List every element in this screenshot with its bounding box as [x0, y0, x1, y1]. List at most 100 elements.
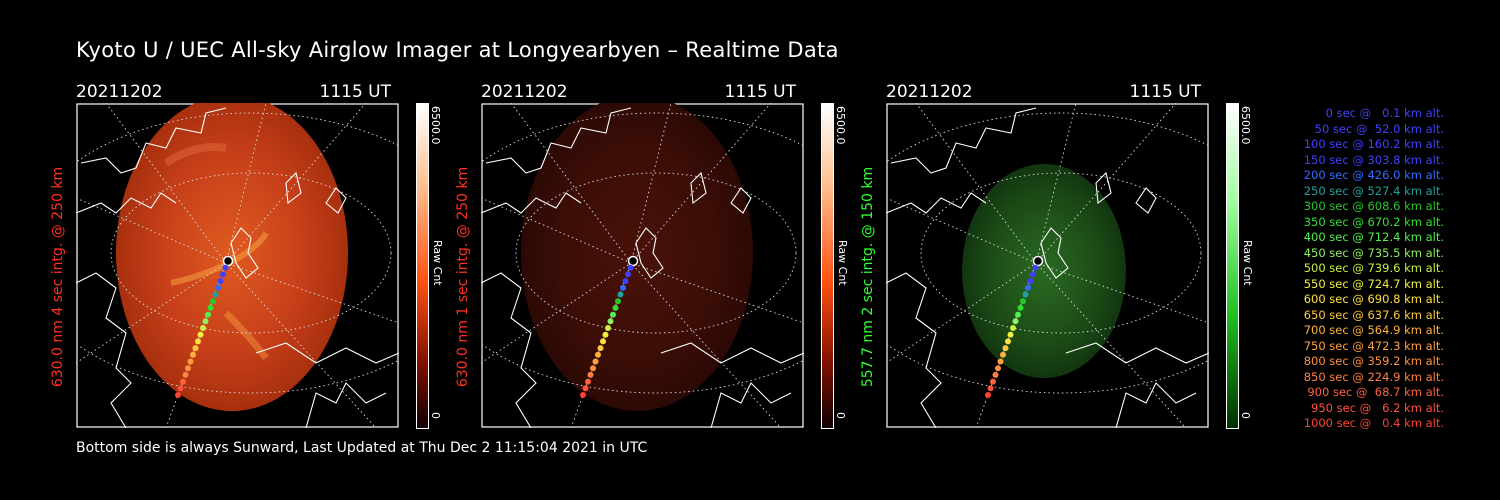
trajectory-point — [592, 358, 599, 365]
panel-date: 20211202 — [481, 82, 568, 102]
colorbar-max-label: 6500.0 — [429, 106, 442, 145]
airglow-image — [962, 164, 1126, 378]
airglow-image — [116, 103, 348, 411]
trajectory-point — [1020, 298, 1026, 305]
airglow-image — [521, 103, 753, 411]
trajectory-point — [1017, 304, 1024, 311]
trajectory-point — [217, 278, 224, 285]
colorbar-min-label: 0 — [429, 412, 442, 419]
trajectory-point — [182, 371, 189, 378]
legend-entry: 900 sec @ 68.7 km alt. — [1307, 385, 1444, 399]
trajectory-point — [1010, 325, 1016, 331]
imager-panel-2: 20211202 1115 UT 630.0 nm 1 sec intg. @ … — [455, 80, 871, 430]
colorbar — [821, 103, 834, 429]
legend-entry: 450 sec @ 735.5 km alt. — [1303, 245, 1444, 260]
trajectory-point — [602, 331, 609, 338]
panel-wavelength-label: 630.0 nm 4 sec intg. @ 250 km — [50, 166, 66, 388]
colorbar-unit-label: Raw Cnt — [836, 240, 849, 286]
trajectory-point — [1012, 318, 1019, 325]
trajectory-point — [987, 385, 994, 392]
colorbar-min-label: 0 — [1239, 412, 1252, 419]
imager-panel-3: 20211202 1115 UT 557.7 nm 2 sec intg. @ … — [860, 80, 1276, 430]
panel-time: 1115 UT — [1129, 82, 1202, 102]
airglow-map — [76, 103, 399, 428]
trajectory-point — [202, 318, 209, 325]
trajectory-point — [597, 345, 604, 352]
trajectory-point — [600, 338, 606, 345]
legend-entry: 650 sec @ 637.6 km alt. — [1303, 307, 1444, 322]
legend-entry: 50 sec @ 52.0 km alt. — [1314, 121, 1444, 136]
page-title: Kyoto U / UEC All-sky Airglow Imager at … — [76, 38, 839, 62]
colorbar-max-label: 6500.0 — [834, 106, 847, 145]
trajectory-point — [590, 365, 596, 372]
trajectory-point — [1015, 311, 1021, 318]
trajectory-point — [197, 331, 204, 338]
colorbar-min-label: 0 — [834, 412, 847, 419]
panel-date: 20211202 — [76, 82, 163, 102]
trajectory-point — [607, 318, 614, 325]
legend-entry: 850 sec @ 224.9 km alt. — [1303, 369, 1444, 384]
colorbar-unit-label: Raw Cnt — [431, 240, 444, 286]
trajectory-point — [580, 392, 586, 398]
legend-entry: 750 sec @ 472.3 km alt. — [1303, 338, 1444, 353]
trajectory-point — [215, 284, 221, 291]
legend-entry: 700 sec @ 564.9 km alt. — [1303, 323, 1444, 337]
trajectory-point — [1032, 255, 1044, 267]
legend-entry: 500 sec @ 739.6 km alt. — [1303, 261, 1444, 275]
trajectory-point — [212, 291, 219, 298]
trajectory-point — [605, 325, 611, 331]
airglow-map — [481, 103, 804, 428]
trajectory-point — [627, 255, 639, 267]
trajectory-point — [187, 358, 194, 365]
trajectory-point — [220, 271, 226, 278]
trajectory-point — [617, 291, 624, 298]
trajectory-point — [192, 345, 199, 352]
trajectory-point — [205, 311, 211, 318]
trajectory-point — [210, 298, 216, 305]
legend-entry: 1000 sec @ 0.4 km alt. — [1303, 416, 1444, 430]
legend-entry: 300 sec @ 608.6 km alt. — [1303, 199, 1444, 213]
trajectory-point — [177, 385, 184, 392]
trajectory-point — [620, 284, 626, 291]
trajectory-point — [222, 264, 229, 271]
legend-entry: 950 sec @ 6.2 km alt. — [1311, 400, 1444, 415]
trajectory-point — [1000, 351, 1006, 358]
trajectory-point — [997, 358, 1004, 365]
legend-entry: 400 sec @ 712.4 km alt. — [1303, 230, 1444, 244]
panel-date: 20211202 — [886, 82, 973, 102]
panel-wavelength-label: 557.7 nm 2 sec intg. @ 150 km — [860, 166, 876, 388]
trajectory-point — [587, 371, 594, 378]
colorbar-unit-label: Raw Cnt — [1241, 240, 1254, 286]
trajectory-point — [1007, 331, 1014, 338]
trajectory-point — [1025, 284, 1031, 291]
trajectory-point — [222, 255, 234, 267]
trajectory-point — [190, 351, 196, 358]
trajectory-point — [1002, 345, 1009, 352]
trajectory-point — [1022, 291, 1029, 298]
trajectory-point — [207, 304, 214, 311]
legend-entry: 350 sec @ 670.2 km alt. — [1303, 214, 1444, 229]
trajectory-point — [985, 392, 991, 398]
airglow-map — [886, 103, 1209, 428]
trajectory-point — [595, 351, 601, 358]
trajectory-legend: 0 sec @ 0.1 km alt. 50 sec @ 52.0 km alt.… — [1262, 106, 1444, 432]
trajectory-point — [612, 304, 619, 311]
trajectory-point — [195, 338, 201, 345]
trajectory-point — [615, 298, 621, 305]
trajectory-point — [585, 378, 591, 385]
trajectory-point — [1005, 338, 1011, 345]
legend-entry: 600 sec @ 690.8 km alt. — [1303, 292, 1444, 306]
trajectory-point — [625, 271, 631, 278]
trajectory-point — [1027, 278, 1034, 285]
colorbar — [1226, 103, 1239, 429]
panel-time: 1115 UT — [319, 82, 392, 102]
trajectory-point — [990, 378, 996, 385]
trajectory-point — [582, 385, 589, 392]
legend-entry: 800 sec @ 359.2 km alt. — [1303, 354, 1444, 368]
legend-entry: 550 sec @ 724.7 km alt. — [1303, 276, 1444, 291]
colorbar-max-label: 6500.0 — [1239, 106, 1252, 145]
legend-entry: 250 sec @ 527.4 km alt. — [1303, 183, 1444, 198]
legend-entry: 100 sec @ 160.2 km alt. — [1303, 137, 1444, 151]
trajectory-point — [627, 264, 634, 271]
panel-time: 1115 UT — [724, 82, 797, 102]
